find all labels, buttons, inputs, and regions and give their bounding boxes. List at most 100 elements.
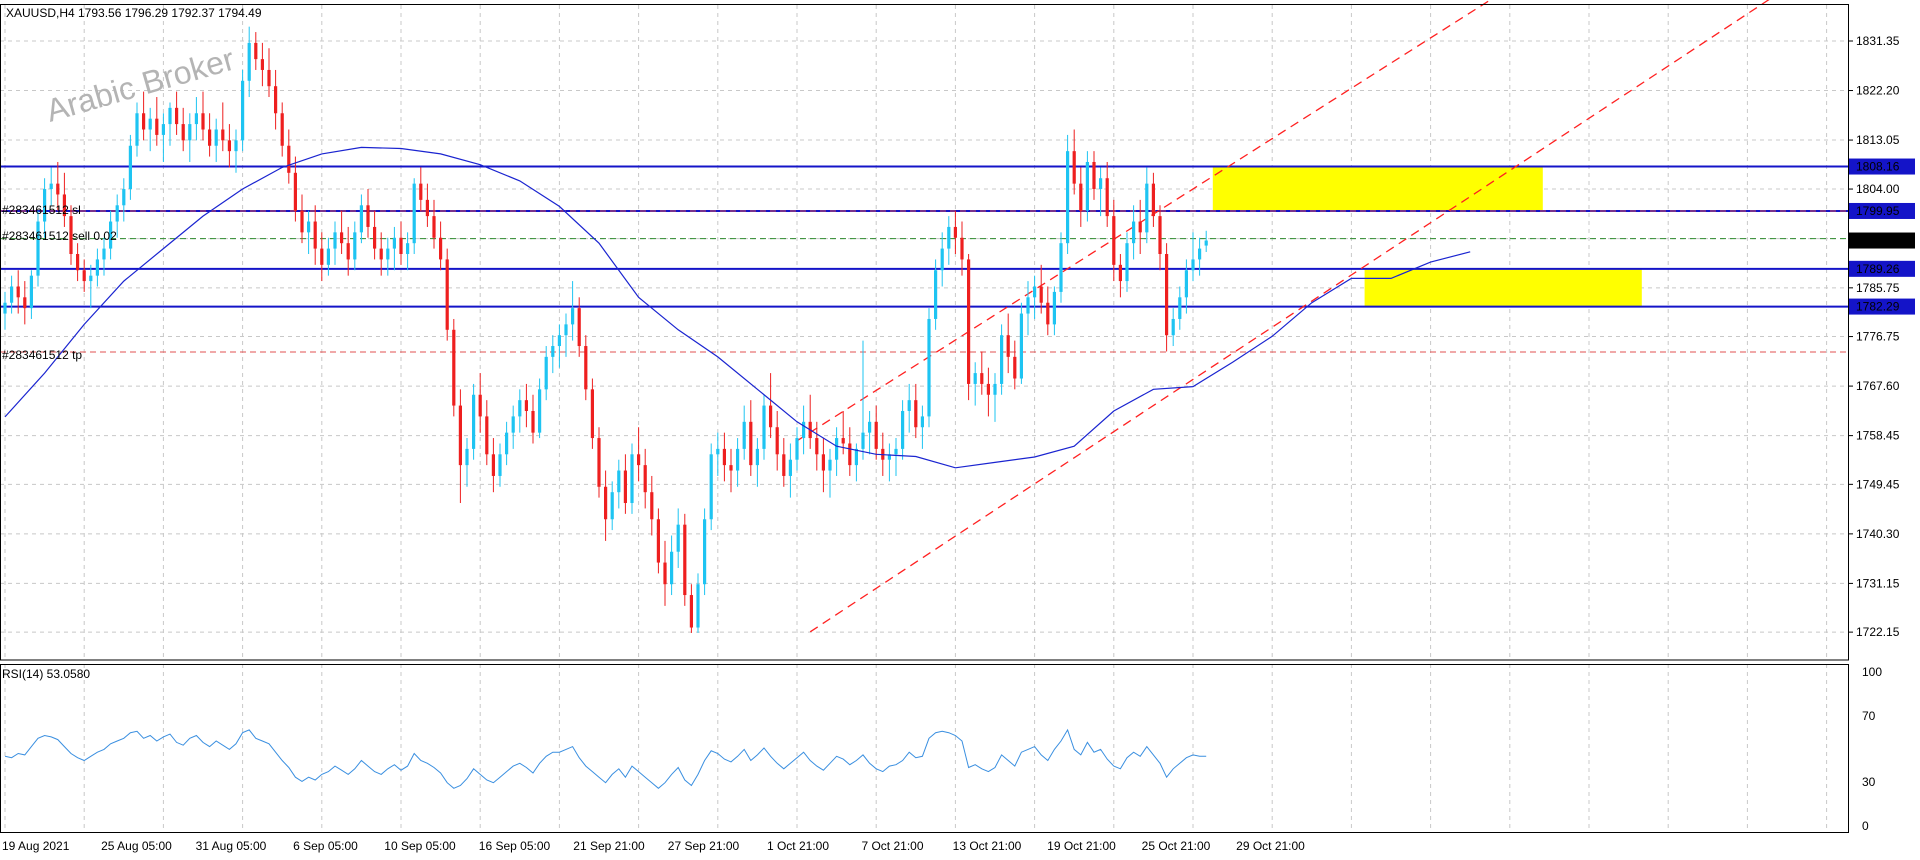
tp-label: #283461512 tp bbox=[2, 348, 82, 362]
candle-body bbox=[10, 286, 14, 303]
candle-body bbox=[247, 42, 251, 81]
axes: 1831.351822.201813.051804.001794.851785.… bbox=[2, 34, 1915, 853]
candle-body bbox=[148, 118, 152, 130]
candle-body bbox=[544, 356, 548, 390]
time-tick-label: 1 Oct 21:00 bbox=[767, 839, 829, 853]
horizontal-levels[interactable] bbox=[0, 165, 1848, 353]
candle-body bbox=[1191, 259, 1195, 271]
candle-body bbox=[412, 183, 416, 244]
candle-body bbox=[782, 454, 786, 476]
rsi-panel bbox=[4, 728, 1207, 789]
candle-body bbox=[280, 113, 284, 146]
level-price-label: 1799.95 bbox=[1856, 204, 1900, 218]
candle-body bbox=[722, 448, 726, 466]
level-price-box bbox=[1849, 202, 1915, 219]
candle-body bbox=[590, 389, 594, 439]
candle-body bbox=[1145, 183, 1149, 233]
candle-body bbox=[340, 232, 344, 244]
candle-body bbox=[43, 189, 47, 222]
candle-body bbox=[1151, 183, 1155, 217]
candle-body bbox=[439, 237, 443, 260]
candle-body bbox=[254, 42, 258, 60]
trend-channel[interactable] bbox=[796, 0, 1794, 633]
candle-body bbox=[914, 400, 918, 428]
channel-line-lower[interactable] bbox=[809, 0, 1793, 633]
candle-body bbox=[16, 286, 20, 298]
candle-body bbox=[188, 124, 192, 141]
price-tick-label: 1776.75 bbox=[1856, 330, 1900, 344]
price-tick-label: 1740.30 bbox=[1856, 527, 1900, 541]
candle-body bbox=[320, 248, 324, 265]
supply-demand-zones[interactable] bbox=[1212, 166, 1642, 307]
candle-body bbox=[333, 232, 337, 249]
candle-body bbox=[386, 248, 390, 260]
candle-body bbox=[1033, 286, 1037, 298]
price-tick-label: 1749.45 bbox=[1856, 477, 1900, 491]
candle-body bbox=[62, 194, 66, 217]
time-tick-label: 19 Aug 2021 bbox=[2, 839, 70, 853]
candle-body bbox=[122, 189, 126, 206]
candle-body bbox=[142, 113, 146, 130]
rsi-level-100: 100 bbox=[1862, 665, 1882, 679]
candle-body bbox=[1105, 178, 1109, 217]
candle-body bbox=[815, 438, 819, 455]
time-tick-label: 25 Aug 05:00 bbox=[101, 839, 172, 853]
candle-body bbox=[1171, 318, 1175, 336]
candle-body bbox=[1013, 356, 1017, 379]
candle-body bbox=[3, 302, 7, 314]
candle-body bbox=[432, 216, 436, 238]
time-tick-label: 10 Sep 05:00 bbox=[384, 839, 456, 853]
channel-line-upper[interactable] bbox=[796, 0, 1516, 442]
candle-body bbox=[973, 373, 977, 384]
candle-body bbox=[1046, 302, 1050, 325]
candle-body bbox=[1184, 270, 1188, 298]
candle-body bbox=[828, 459, 832, 471]
candle-body bbox=[491, 454, 495, 476]
candles bbox=[3, 26, 1208, 633]
candle-body bbox=[953, 226, 957, 238]
candle-body bbox=[82, 270, 86, 282]
candle-body bbox=[531, 410, 535, 433]
candle-body bbox=[927, 318, 931, 417]
zone-rect-2[interactable] bbox=[1364, 268, 1642, 307]
candle-body bbox=[610, 492, 614, 520]
candle-body bbox=[623, 470, 627, 504]
candle-body bbox=[102, 248, 106, 260]
candle-body bbox=[373, 226, 377, 249]
candle-body bbox=[260, 59, 264, 70]
candle-body bbox=[1000, 335, 1004, 384]
candle-body bbox=[326, 248, 330, 265]
price-tick-label: 1758.45 bbox=[1856, 429, 1900, 443]
level-price-label: 1808.16 bbox=[1856, 160, 1900, 174]
time-tick-label: 16 Sep 05:00 bbox=[479, 839, 551, 853]
candle-body bbox=[729, 465, 733, 471]
candle-body bbox=[947, 226, 951, 249]
candle-body bbox=[1132, 221, 1136, 244]
candle-body bbox=[307, 221, 311, 233]
candle-body bbox=[69, 216, 73, 255]
candle-body bbox=[1072, 151, 1076, 184]
candle-body bbox=[967, 259, 971, 384]
candle-body bbox=[755, 448, 759, 466]
candle-body bbox=[868, 421, 872, 433]
candle-body bbox=[1006, 335, 1010, 357]
candle-body bbox=[29, 275, 33, 309]
candle-body bbox=[392, 237, 396, 249]
candle-body bbox=[221, 129, 225, 141]
candle-body bbox=[1085, 161, 1089, 211]
candle-body bbox=[940, 248, 944, 271]
level-price-box bbox=[1849, 298, 1915, 315]
candle-body bbox=[128, 145, 132, 190]
candle-body bbox=[551, 346, 555, 357]
candle-body bbox=[650, 492, 654, 520]
candle-body bbox=[313, 221, 317, 249]
candle-body bbox=[1059, 243, 1063, 292]
candle-body bbox=[214, 129, 218, 146]
candle-body bbox=[538, 389, 542, 433]
zone-rect-1[interactable] bbox=[1212, 166, 1543, 211]
candle-body bbox=[485, 416, 489, 455]
rsi-level-70: 70 bbox=[1862, 709, 1876, 723]
candle-body bbox=[201, 113, 205, 130]
candle-body bbox=[115, 205, 119, 222]
